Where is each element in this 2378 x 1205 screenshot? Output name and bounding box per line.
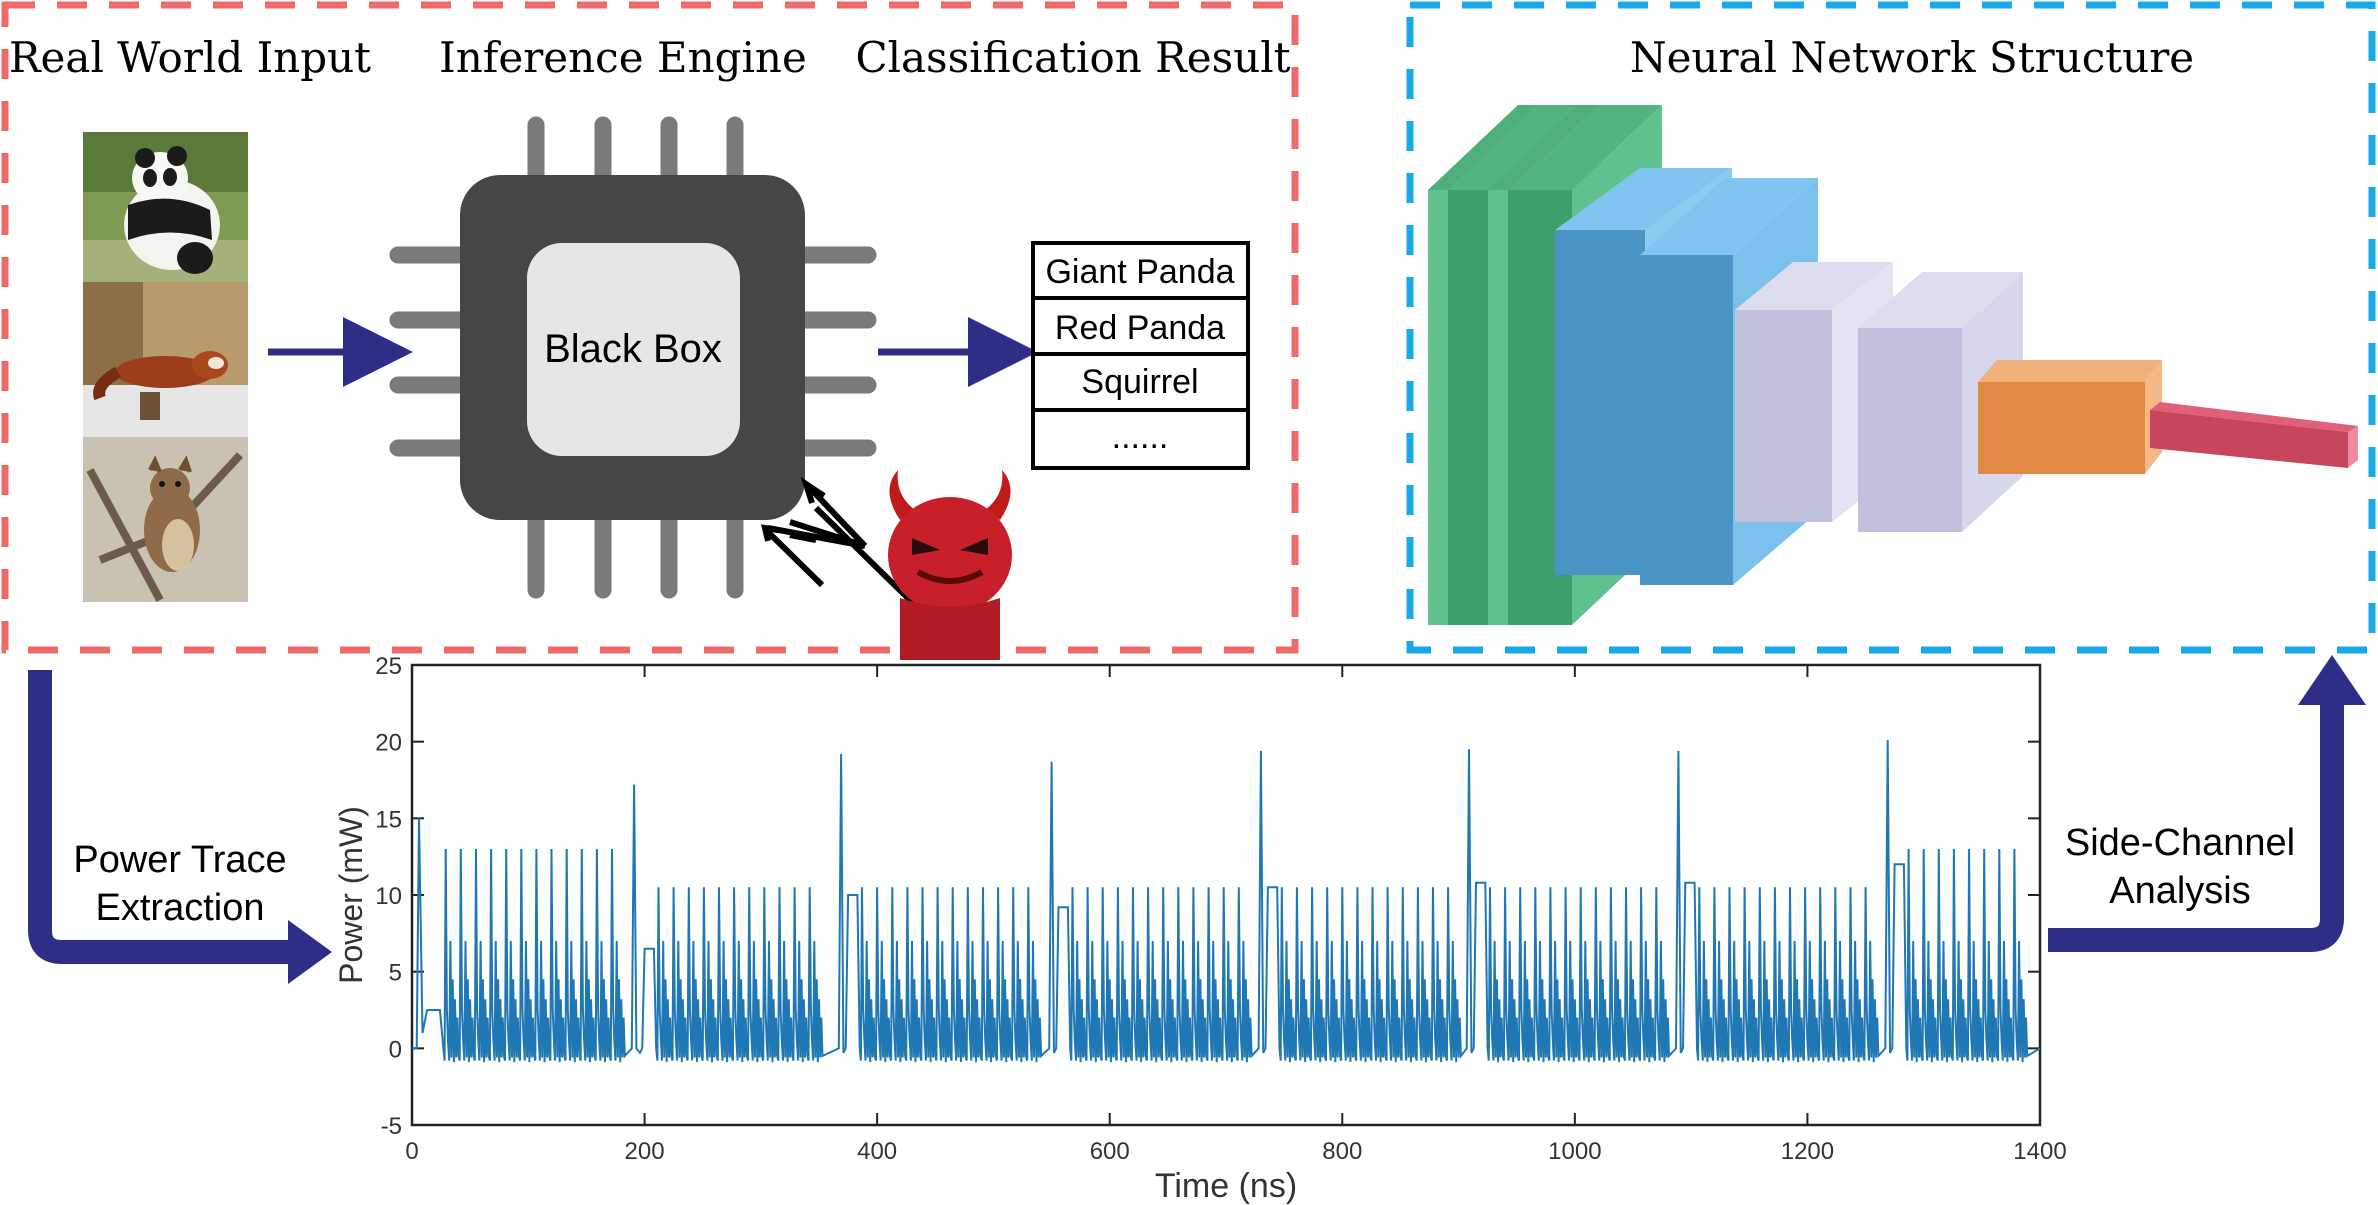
- x-tick-label: 400: [857, 1138, 897, 1165]
- y-tick-label: 5: [389, 960, 402, 987]
- giant-panda-photo: [83, 132, 248, 282]
- y-tick-label: 20: [375, 730, 402, 757]
- dense-layer: [1978, 360, 2162, 474]
- devil-icon: [888, 470, 1012, 660]
- x-axis-label: Time (ns): [1155, 1167, 1297, 1205]
- squirrel-photo: [83, 437, 248, 602]
- network-title: Neural Network Structure: [1630, 33, 2194, 82]
- analysis-arrowhead: [2298, 655, 2366, 705]
- y-tick-label: -5: [381, 1113, 402, 1140]
- result-row: ......: [1112, 418, 1169, 456]
- result-row: Squirrel: [1081, 363, 1198, 401]
- x-tick-label: 1200: [1781, 1138, 1834, 1165]
- result-row: Red Panda: [1055, 309, 1225, 347]
- analysis-label-line1: Side-Channel: [2065, 822, 2295, 864]
- network-panel-border: [1406, 1, 2376, 654]
- analysis-arrow: [2048, 700, 2344, 952]
- x-tick-label: 1400: [2013, 1138, 2066, 1165]
- pool-layer-2: [1858, 272, 2023, 532]
- x-tick-label: 1000: [1548, 1138, 1601, 1165]
- y-tick-label: 10: [375, 883, 402, 910]
- result-table: Giant Panda Red Panda Squirrel ......: [1031, 241, 1250, 470]
- result-row: Giant Panda: [1045, 253, 1234, 291]
- chip: Black Box: [389, 116, 877, 599]
- y-axis-label: Power (mW): [333, 806, 369, 984]
- x-tick-label: 0: [405, 1138, 418, 1165]
- chip-label: Black Box: [544, 327, 722, 371]
- inference-panel-border: [1, 1, 1299, 654]
- engine-title: Inference Engine: [439, 33, 807, 82]
- probe-arrows: [761, 476, 921, 611]
- input-image-stack: [83, 132, 248, 602]
- red-panda-photo: [83, 282, 248, 437]
- extraction-arrowhead: [288, 920, 332, 984]
- extraction-label-line1: Power Trace: [73, 839, 286, 881]
- x-tick-label: 600: [1090, 1138, 1130, 1165]
- result-title: Classification Result: [855, 33, 1290, 82]
- y-tick-label: 0: [389, 1036, 402, 1063]
- extraction-label-line2: Extraction: [96, 887, 265, 929]
- analysis-label-line2: Analysis: [2109, 870, 2251, 912]
- y-tick-label: 15: [375, 806, 402, 833]
- x-tick-label: 800: [1322, 1138, 1362, 1165]
- output-layer: [2150, 402, 2358, 468]
- input-title: Real World Input: [9, 33, 371, 82]
- network-diagram: [1428, 105, 2358, 625]
- x-axis-ticks: 0 200 400 600 800 1000 1200 1400: [405, 665, 2067, 1165]
- y-tick-label: 25: [375, 653, 402, 680]
- extraction-arrow: [28, 670, 300, 964]
- chip-core: [527, 243, 740, 456]
- power-trace-line: [412, 740, 2041, 1063]
- x-tick-label: 200: [625, 1138, 665, 1165]
